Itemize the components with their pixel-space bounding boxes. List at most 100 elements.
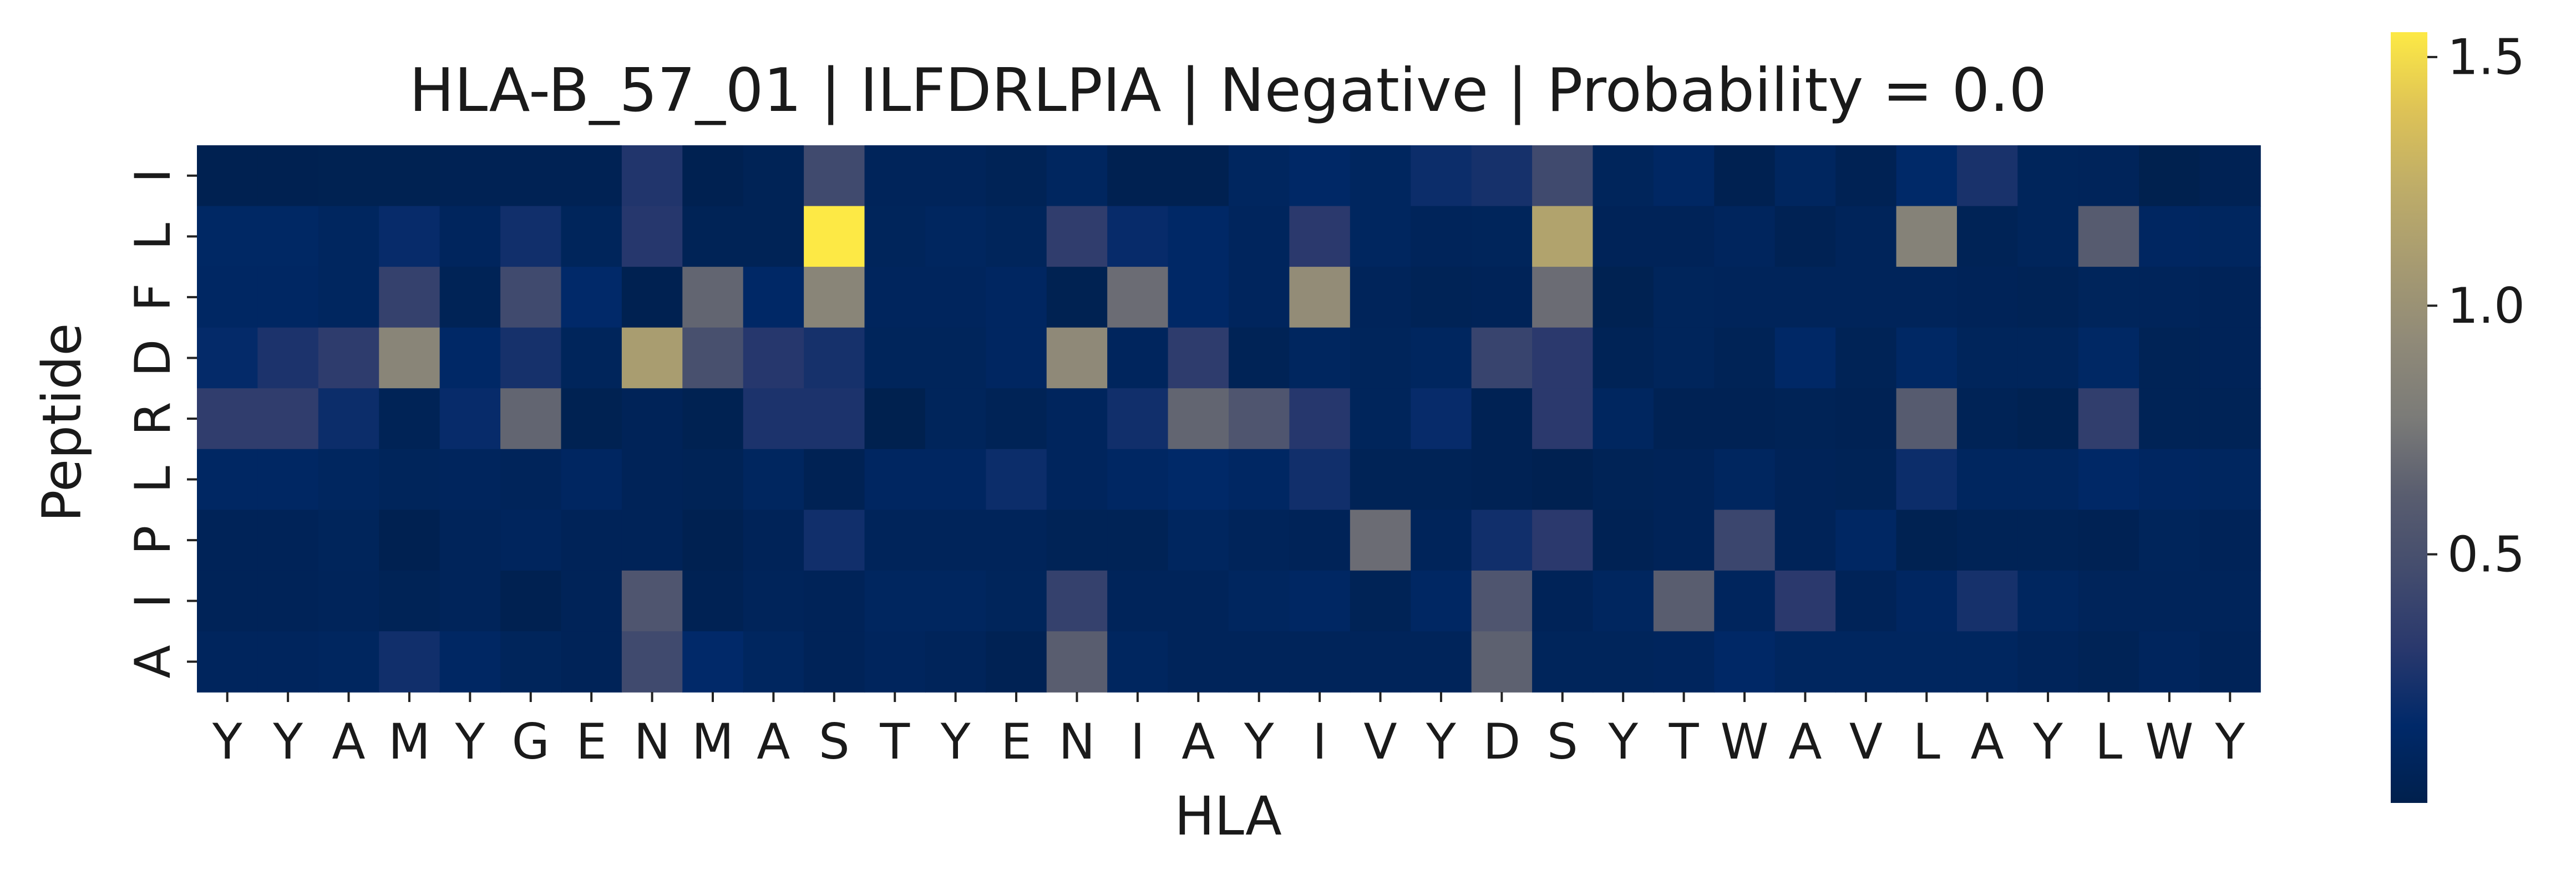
heatmap-cell xyxy=(1046,145,1108,207)
x-tick-label: M xyxy=(692,713,734,770)
heatmap-cell xyxy=(1774,570,1836,632)
heatmap-cell xyxy=(1411,449,1472,511)
heatmap-cell xyxy=(500,145,562,207)
x-tick-label: Y xyxy=(454,713,485,770)
heatmap-cell xyxy=(1168,267,1229,328)
heatmap-cell xyxy=(561,570,622,632)
heatmap-cell xyxy=(1350,145,1412,207)
heatmap-cell xyxy=(1046,570,1108,632)
heatmap-cell xyxy=(197,388,258,450)
heatmap-cell xyxy=(1350,510,1412,571)
colorbar-tick-label: 1.5 xyxy=(2447,29,2525,86)
heatmap-cell xyxy=(864,388,926,450)
heatmap-cell xyxy=(561,631,622,693)
heatmap-cell xyxy=(2199,388,2261,450)
heatmap-cell xyxy=(682,327,744,389)
heatmap-cell xyxy=(1411,631,1472,693)
x-tick-label: Y xyxy=(1608,713,1638,770)
heatmap-cell xyxy=(986,327,1047,389)
x-tick-label: N xyxy=(1059,713,1096,770)
y-tick-label: L xyxy=(124,466,181,493)
heatmap-cell xyxy=(197,631,258,693)
heatmap-cell xyxy=(1532,145,1594,207)
heatmap-cell xyxy=(439,388,501,450)
heatmap-cell xyxy=(1229,206,1290,267)
heatmap-cell xyxy=(2199,206,2261,267)
heatmap-cell xyxy=(1229,570,1290,632)
heatmap-cell xyxy=(257,449,319,511)
x-tick-label: T xyxy=(879,713,910,770)
heatmap-cell xyxy=(1593,510,1654,571)
heatmap-cell xyxy=(804,388,865,450)
heatmap-cell xyxy=(2078,449,2139,511)
heatmap-cell xyxy=(1835,631,1897,693)
heatmap-cell xyxy=(379,570,440,632)
heatmap-cell xyxy=(1593,570,1654,632)
heatmap-cell xyxy=(2017,510,2079,571)
colorbar xyxy=(2391,32,2427,803)
x-tick-label: S xyxy=(1547,713,1578,770)
heatmap-cell xyxy=(621,145,683,207)
heatmap-cell xyxy=(1896,145,1958,207)
heatmap-cell xyxy=(439,510,501,571)
heatmap-cell xyxy=(1593,631,1654,693)
heatmap-cell xyxy=(197,570,258,632)
x-tick-label: A xyxy=(1971,713,2004,770)
heatmap-cell xyxy=(318,388,380,450)
heatmap-cell xyxy=(561,388,622,450)
y-tick-label: R xyxy=(124,401,181,435)
heatmap-cell xyxy=(1774,388,1836,450)
heatmap-cell xyxy=(318,327,380,389)
heatmap-cell xyxy=(682,570,744,632)
heatmap-cell xyxy=(2078,570,2139,632)
heatmap-cell xyxy=(1774,206,1836,267)
heatmap-cell xyxy=(1714,631,1776,693)
heatmap-cell xyxy=(257,206,319,267)
y-tick-label: F xyxy=(124,283,181,312)
heatmap-cell xyxy=(2139,388,2200,450)
heatmap-cell xyxy=(2078,327,2139,389)
heatmap-cell xyxy=(986,510,1047,571)
heatmap-cell xyxy=(1896,388,1958,450)
heatmap-cell xyxy=(1956,388,2019,450)
heatmap-cell xyxy=(2199,631,2261,693)
heatmap-cell xyxy=(864,267,926,328)
chart-title: HLA-B_57_01 | ILFDRLPIA | Negative | Pro… xyxy=(409,56,2047,125)
x-tick-label: V xyxy=(1849,713,1883,770)
x-tick-label: I xyxy=(1130,713,1145,770)
heatmap-cell xyxy=(1229,145,1290,207)
heatmap-cell xyxy=(804,206,865,267)
heatmap-cell xyxy=(318,570,380,632)
heatmap-cell xyxy=(621,206,683,267)
heatmap-cell xyxy=(439,145,501,207)
heatmap-cell xyxy=(986,145,1047,207)
heatmap-cell xyxy=(500,327,562,389)
heatmap-cell xyxy=(621,510,683,571)
heatmap-cell xyxy=(561,206,622,267)
heatmap-cell xyxy=(986,206,1047,267)
heatmap-cell xyxy=(257,510,319,571)
heatmap-cell xyxy=(1714,388,1776,450)
heatmap-cell xyxy=(2199,570,2261,632)
heatmap-cell xyxy=(2017,449,2079,511)
heatmap-cell xyxy=(2199,510,2261,571)
heatmap-cell xyxy=(864,206,926,267)
y-tick-label: P xyxy=(124,526,181,555)
x-tick-label: Y xyxy=(2214,713,2245,770)
heatmap-cell xyxy=(2017,145,2079,207)
heatmap-cell xyxy=(1471,145,1533,207)
heatmap-cell xyxy=(986,267,1047,328)
heatmap-cell xyxy=(621,327,683,389)
heatmap-cell xyxy=(2017,388,2079,450)
heatmap-cell xyxy=(1229,449,1290,511)
x-tick-label: N xyxy=(634,713,671,770)
heatmap-cell xyxy=(1168,631,1229,693)
heatmap-cell xyxy=(318,267,380,328)
heatmap-cell xyxy=(2139,145,2200,207)
heatmap-cell xyxy=(379,267,440,328)
heatmap-cell xyxy=(1289,145,1351,207)
heatmap-cell xyxy=(257,631,319,693)
heatmap-cell xyxy=(925,267,987,328)
heatmap-cell xyxy=(2139,510,2200,571)
